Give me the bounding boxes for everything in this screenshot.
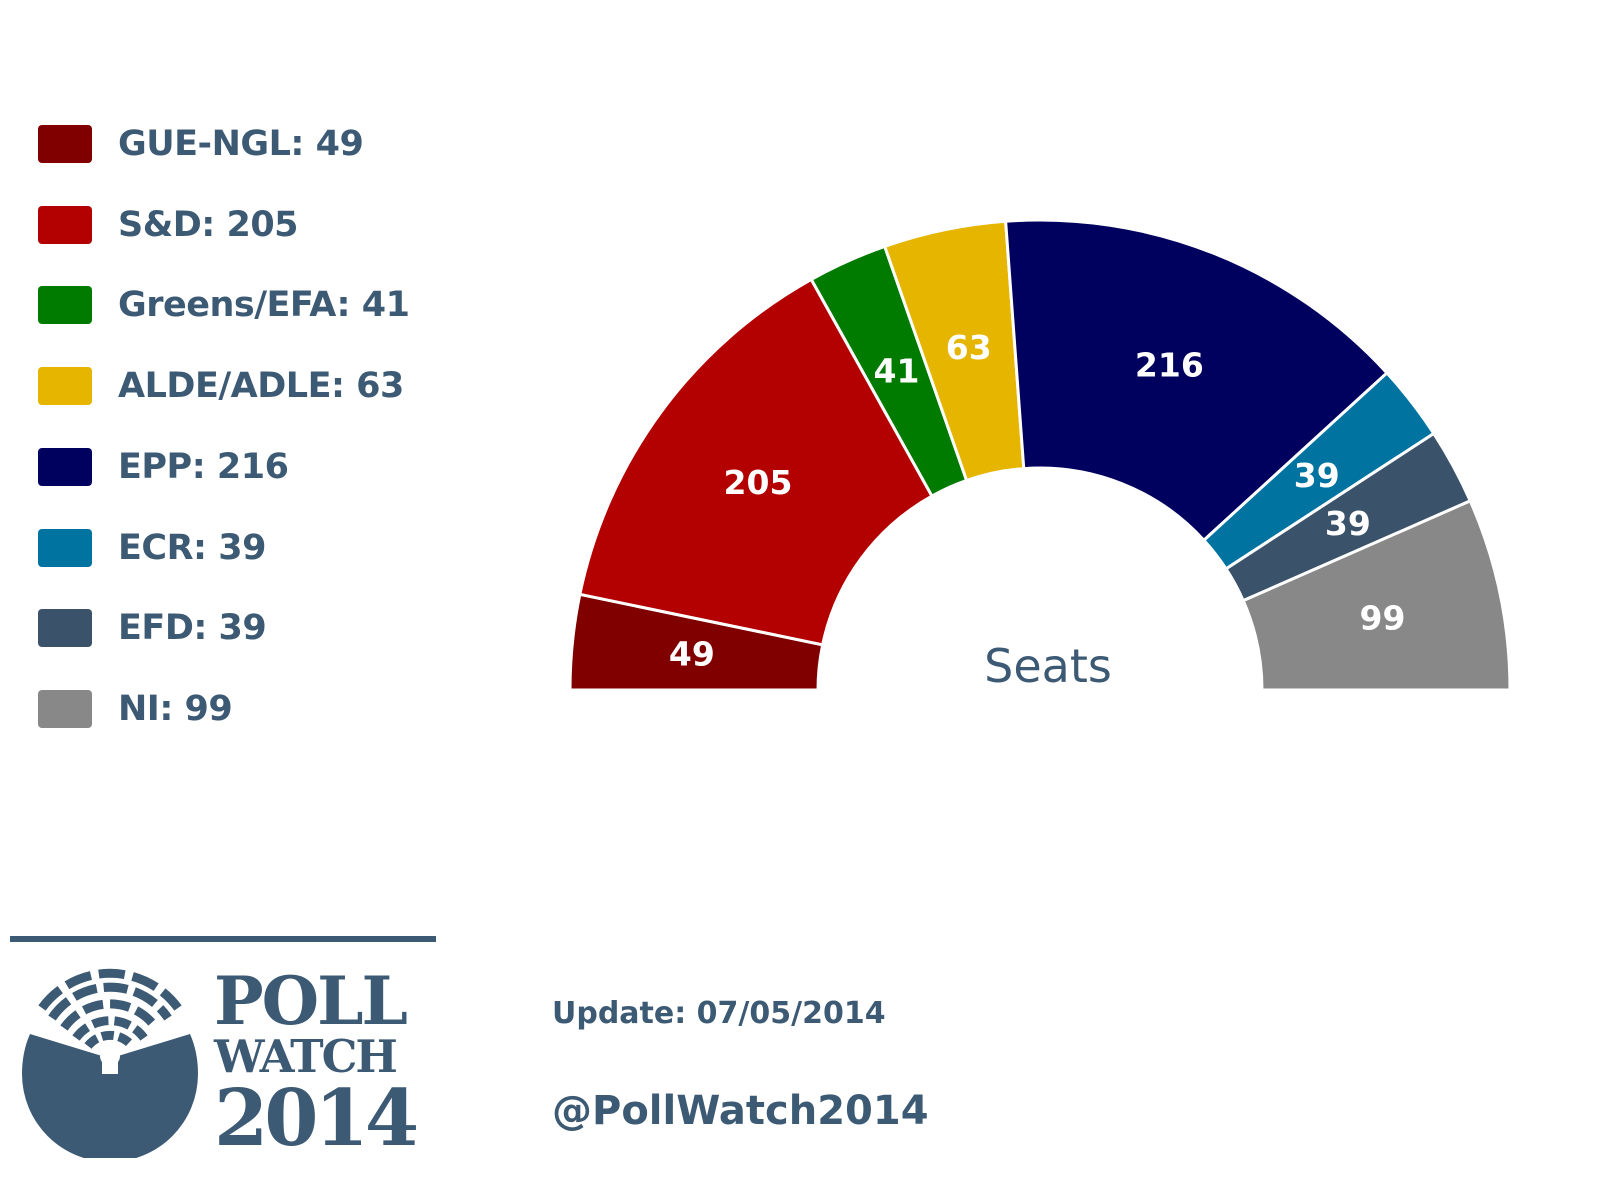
legend-item-s-d: S&D: 205 (38, 203, 299, 247)
legend-label-ni: NI: 99 (118, 688, 233, 729)
legend-swatch-gue-ngl (38, 125, 92, 163)
legend-label-epp: EPP: 216 (118, 446, 289, 487)
legend-item-alde-adle: ALDE/ADLE: 63 (38, 364, 404, 408)
logo-word-watch: WATCH (214, 1030, 398, 1083)
legend-item-ni: NI: 99 (38, 687, 233, 731)
chart-segments (568, 218, 1512, 692)
logo-divider (10, 936, 436, 942)
legend-swatch-greens-efa (38, 286, 92, 325)
data-label-epp: 216 (1135, 345, 1204, 384)
legend-swatch-ecr (38, 528, 92, 567)
parliament-chart: 49 205 41 63 216 39 39 99 Seats (568, 218, 1512, 693)
legend-label-efd: EFD: 39 (118, 608, 267, 649)
legend-item-epp: EPP: 216 (38, 445, 289, 489)
legend-item-efd: EFD: 39 (38, 606, 267, 650)
logo-word-year: 2014 (214, 1073, 419, 1164)
data-label-greens-efa: 41 (874, 351, 920, 390)
legend-label-ecr: ECR: 39 (118, 527, 266, 568)
data-label-efd: 39 (1325, 504, 1371, 543)
center-label: Seats (984, 639, 1112, 693)
twitter-handle: @PollWatch2014 (552, 1088, 929, 1134)
pollwatch-logo-icon (22, 968, 198, 1158)
segment-s-d (578, 277, 935, 647)
chart-data-labels: 49 205 41 63 216 39 39 99 (669, 328, 1406, 674)
legend-label-s-d: S&D: 205 (118, 204, 299, 245)
segment-epp (1004, 218, 1390, 543)
data-label-ecr: 39 (1294, 456, 1340, 495)
legend-item-gue-ngl: GUE-NGL: 49 (38, 122, 364, 166)
legend-swatch-s-d (38, 205, 92, 244)
legend-swatch-alde-adle (38, 367, 92, 406)
data-label-s-d: 205 (724, 463, 793, 502)
update-date: Update: 07/05/2014 (552, 996, 886, 1031)
legend-swatch-ni (38, 689, 92, 728)
legend-swatch-efd (38, 609, 92, 648)
data-label-ni: 99 (1360, 599, 1406, 638)
segment-ni (1241, 498, 1512, 692)
logo-word-poll: POLL (214, 962, 408, 1040)
legend-swatch-epp (38, 447, 92, 486)
legend-label-greens-efa: Greens/EFA: 41 (118, 285, 410, 326)
data-label-alde-adle: 63 (946, 328, 992, 367)
legend-label-alde-adle: ALDE/ADLE: 63 (118, 366, 404, 407)
legend-item-ecr: ECR: 39 (38, 526, 266, 570)
legend-item-greens-efa: Greens/EFA: 41 (38, 283, 410, 327)
data-label-gue-ngl: 49 (669, 635, 715, 674)
legend-label-gue-ngl: GUE-NGL: 49 (118, 124, 364, 164)
